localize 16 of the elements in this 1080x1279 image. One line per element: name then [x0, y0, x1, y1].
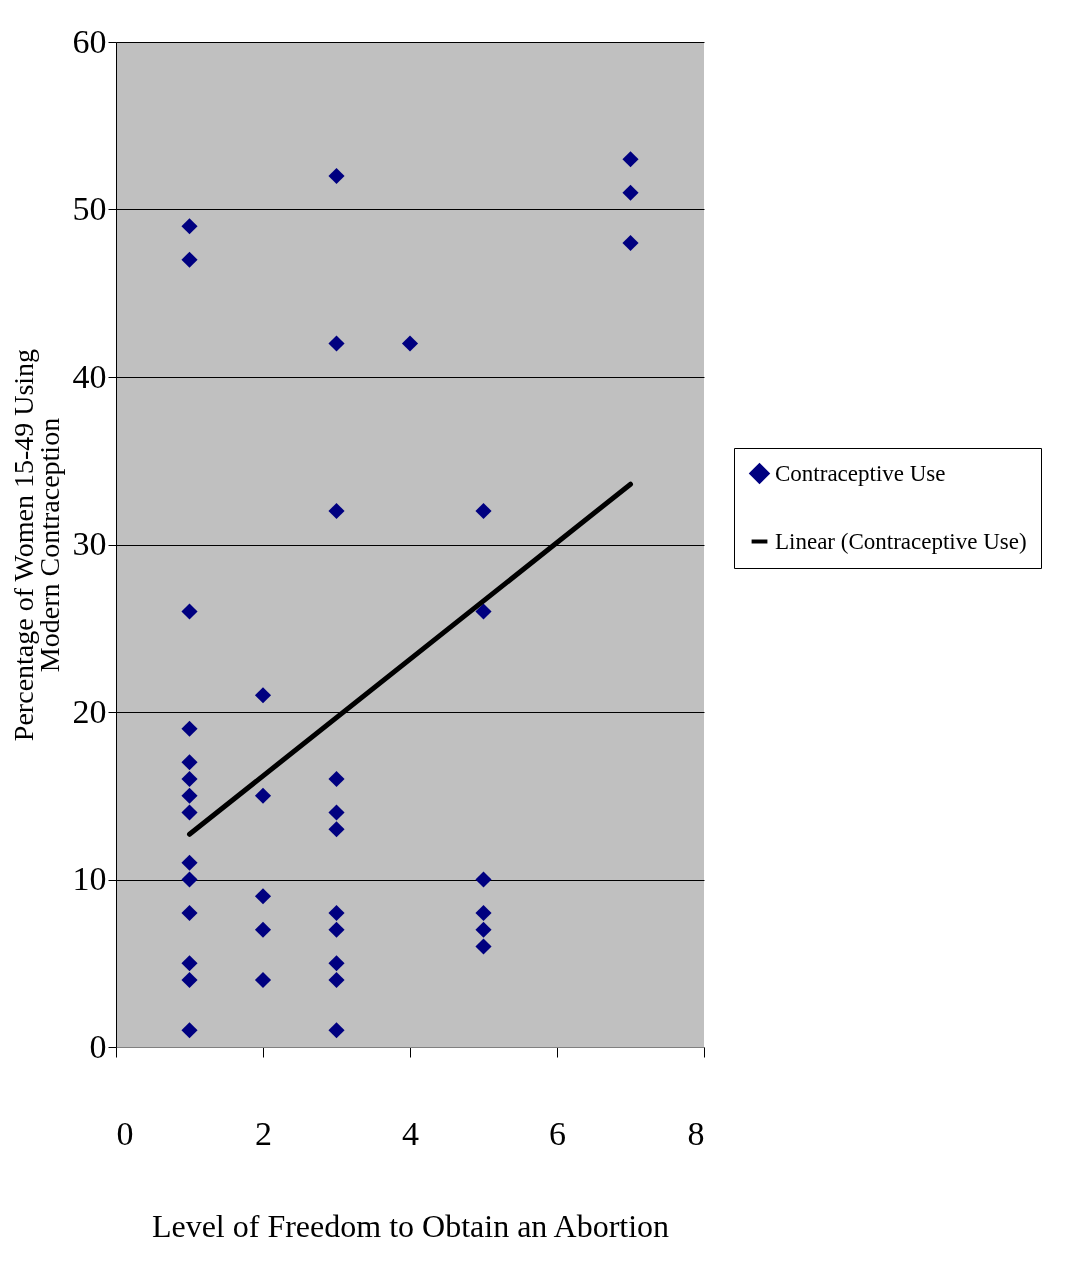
- y-tick-label: 60: [72, 22, 107, 60]
- y-tick-label: 40: [72, 357, 107, 395]
- y-tick-label: 30: [72, 525, 107, 562]
- legend-label: Contraceptive Use: [775, 460, 946, 486]
- x-tick-label: 4: [402, 1114, 419, 1152]
- y-tick-label: 20: [72, 692, 107, 730]
- x-tick-label: 6: [549, 1114, 566, 1152]
- y-tick-label: 10: [72, 860, 107, 897]
- y-tick-label: 0: [89, 1027, 107, 1065]
- x-axis-title: Level of Freedom to Obtain an Abortion: [151, 1207, 670, 1244]
- x-tick-label: 8: [687, 1114, 705, 1152]
- y-axis-title: Percentage of Women 15-49 Using Modern Contraception: [7, 348, 65, 742]
- x-tick-label: 2: [255, 1114, 272, 1152]
- y-tick-label: 50: [72, 190, 107, 227]
- legend-label: Linear (Contraceptive Use): [775, 528, 1027, 554]
- x-tick-label: 0: [116, 1114, 134, 1152]
